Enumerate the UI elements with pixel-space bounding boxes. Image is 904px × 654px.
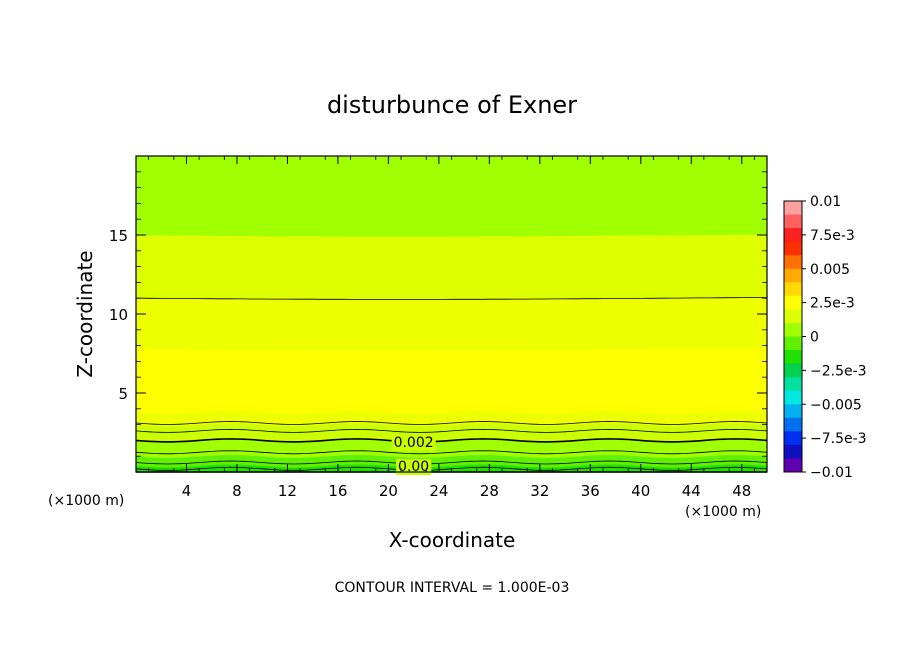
colorbar-swatch-4 [784,255,802,270]
x-tick-label-3: 16 [328,482,347,500]
colorbar-swatch-2 [784,228,802,243]
x-tick-label-0: 4 [182,482,192,500]
colorbar-swatch-6 [784,282,802,297]
colorbar-label-6: −0.005 [810,397,862,413]
contour-labels: 0.002 0.00 [391,434,436,475]
contour-label-bg-3 [391,434,436,451]
x-unit-right: (×1000 m) [685,504,761,520]
contour-band-8 [135,155,768,237]
x-tick-label-1: 8 [232,482,242,500]
colorbar-swatch-15 [784,404,802,419]
colorbar-label-2: 0.005 [810,262,850,278]
y-axis-label: Z-coordinate [73,250,97,377]
colorbar-swatch-3 [784,241,802,256]
colorbar-swatch-11 [784,350,802,364]
contour-line-4 [135,428,768,433]
colorbar-swatch-17 [784,431,802,446]
contour-line-1 [135,460,768,465]
colorbar-swatch-19 [784,458,802,473]
contour-line-3 [135,438,768,443]
x-axis-label: X-coordinate [389,528,516,552]
x-axis-ticks: 4 8 12 16 20 24 28 32 36 40 44 48 [148,156,755,500]
x-tick-label-8: 36 [581,482,600,500]
colorbar-swatch-10 [784,336,802,351]
x-tick-label-2: 12 [278,482,297,500]
contour-band-7 [135,234,768,300]
contour-lines [135,297,768,473]
x-tick-label-6: 28 [480,482,499,500]
colorbar-label-0: 0.01 [810,194,841,210]
colorbar-swatch-0 [784,201,802,215]
colorbar-swatch-14 [784,390,802,405]
colorbar-label-3: 2.5e-3 [810,296,855,312]
colorbar-label-8: −0.01 [810,465,853,481]
y-tick-label-2: 15 [109,227,128,245]
x-tick-label-11: 48 [732,482,751,500]
colorbar-swatch-13 [784,377,802,392]
contour-label-7: 0.00 [398,459,429,475]
x-tick-label-4: 20 [379,482,398,500]
colorbar-swatch-12 [784,363,802,378]
contour-band-5 [135,347,768,414]
colorbar-label-1: 7.5e-3 [810,228,855,244]
x-tick-label-7: 32 [530,482,549,500]
contour-label-3: 0.002 [394,435,434,451]
contour-line-5 [135,421,768,425]
colorbar-label-7: −7.5e-3 [810,431,867,447]
y-axis-ticks: 5 10 15 [109,171,767,457]
y-tick-label-0: 5 [118,385,128,403]
colorbar-label-5: −2.5e-3 [810,363,867,379]
colorbar-swatch-1 [784,214,802,229]
contour-line-2 [135,450,768,455]
contour-label-bg-7 [396,459,432,475]
colorbar-swatch-16 [784,417,802,432]
chart-title: disturbunce of Exner [327,91,577,119]
x-unit-left: (×1000 m) [48,493,124,509]
contour-line-6 [136,297,767,300]
colorbar-swatch-7 [784,295,802,310]
colorbar-label-4: 0 [810,330,819,346]
x-tick-label-9: 40 [631,482,650,500]
colorbar-swatch-9 [784,322,802,337]
contour-interval-note: CONTOUR INTERVAL = 1.000E-03 [335,580,570,596]
plot-area [135,155,768,473]
contour-band-6 [135,297,768,351]
colorbar [783,200,803,473]
colorbar-swatch-18 [784,444,802,459]
x-tick-label-5: 24 [429,482,448,500]
x-tick-label-10: 44 [682,482,701,500]
y-tick-label-1: 10 [109,306,128,324]
colorbar-labels: 0.01 7.5e-3 0.005 2.5e-3 0 −2.5e-3 −0.005 −7.5e… [802,194,867,481]
colorbar-swatch-8 [784,309,802,324]
colorbar-swatch-5 [784,268,802,283]
